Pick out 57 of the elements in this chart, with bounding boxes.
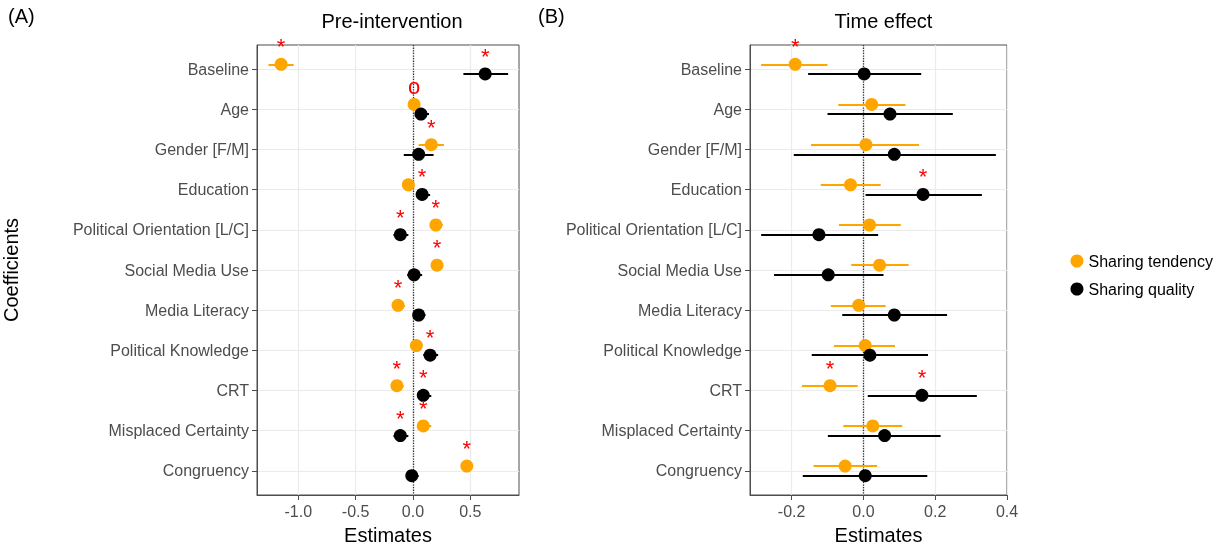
y-tick-label: Misplaced Certainty [108,422,249,440]
y-tick-label: Age [220,100,250,118]
data-label: * [392,355,402,381]
chart-title: Time effect [834,10,933,32]
data-label: * [427,114,436,140]
y-tick-label: Political Orientation [L/C] [565,221,742,239]
x-tick-label: 0.0 [852,502,875,520]
data-label: * [425,325,435,351]
y-tick-label: Media Literacy [144,301,249,319]
text: (A) [8,5,35,27]
y-tick-label: Media Literacy [637,301,742,319]
y-tick-label: Age [713,100,743,118]
x-tick-label: -1.0 [284,502,313,520]
y-tick-label: Misplaced Certainty [601,422,742,440]
y-tick-label: Education [177,181,249,199]
y-tick-label: Political Knowledge [110,341,250,359]
chart-title: Pre-intervention [321,10,463,32]
x-axis-title: Estimates [344,524,432,546]
y-tick-label: Education [670,181,742,199]
data-label: o [407,74,421,100]
y-tick-label: Baseline [187,60,250,78]
x-tick-label: 0.5 [459,502,482,520]
data-label: * [918,164,928,190]
y-tick-label: Political Orientation [L/C] [72,221,249,239]
y-tick-label: Congruency [655,462,742,480]
x-tick-label: 0.2 [924,502,947,520]
x-tick-label: -0.5 [341,502,370,520]
y-tick-label: CRT [709,382,743,400]
data-label: * [432,235,442,261]
data-label: * [276,34,286,60]
y-tick-label: Social Media Use [124,261,250,279]
y-tick-label: Social Media Use [617,261,743,279]
x-axis-title: Estimates [834,524,923,546]
y-tick-label: Baseline [680,60,743,78]
data-label: * [917,365,927,391]
data-label: * [480,43,490,69]
data-label: * [417,164,427,190]
text: (B) [538,5,565,27]
x-tick-label: 0.0 [401,502,425,520]
y-tick-label: Congruency [162,462,249,480]
data-label: * [393,275,403,301]
y-tick-label: Gender [F/M] [647,140,742,158]
data-label: * [396,204,406,230]
data-label: * [462,436,472,462]
data-label: * [418,365,428,391]
x-tick-label: 0.4 [995,502,1019,520]
legend-label: Sharing tendency [1088,252,1213,270]
data-label: * [431,195,441,220]
data-label: * [396,405,406,431]
y-axis-title: Coefficients [0,217,22,323]
data-label: * [825,355,835,381]
y-tick-label: CRT [216,382,250,400]
legend-label: Sharing quality [1088,280,1195,298]
y-tick-label: Political Knowledge [603,341,743,359]
y-tick-label: Gender [F/M] [154,140,249,158]
data-label: * [790,34,800,60]
x-tick-label: -0.2 [777,502,806,520]
